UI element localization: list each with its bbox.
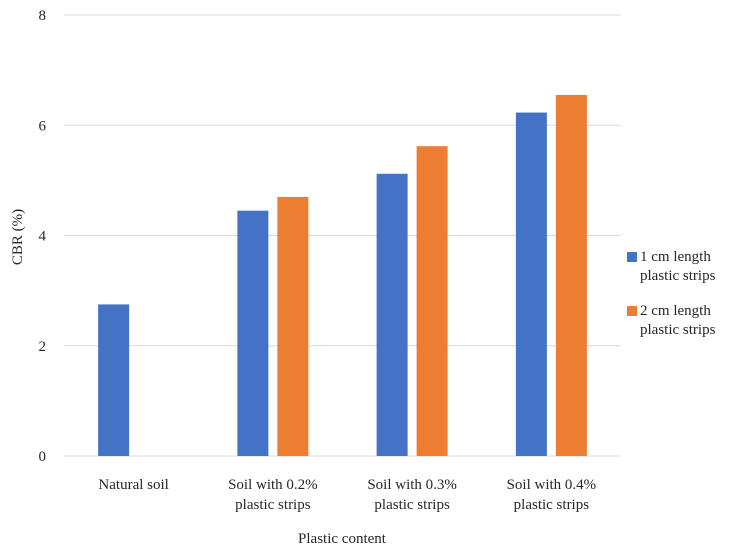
x-axis-tick-labels: Natural soil Soil with 0.2% plastic strips… <box>98 477 596 513</box>
bar-series-1-category-4 <box>515 112 547 456</box>
legend-label: plastic strips <box>640 268 716 284</box>
bar-series-1-category-3 <box>376 173 408 456</box>
x-tick-label: plastic strips <box>374 497 450 513</box>
bar-series-2-category-3 <box>416 146 448 456</box>
x-tick-label: plastic strips <box>514 497 590 513</box>
legend-label: 1 cm length <box>640 249 711 265</box>
bar-series-2-category-2 <box>277 196 309 456</box>
y-tick-label: 6 <box>39 118 47 134</box>
x-tick-label: Natural soil <box>98 477 168 493</box>
x-tick-label: plastic strips <box>235 497 311 513</box>
y-tick-label: 4 <box>39 229 47 245</box>
x-tick-label: Soil with 0.4% <box>507 477 597 493</box>
y-tick-label: 2 <box>39 339 47 355</box>
bar-series-1-category-1 <box>98 304 130 456</box>
legend-swatch <box>627 306 637 316</box>
legend-swatch <box>627 252 637 262</box>
legend: 1 cm length plastic strips 2 cm length plas… <box>627 249 716 338</box>
bars <box>98 94 587 457</box>
bar-series-1-category-2 <box>237 210 269 456</box>
legend-label: plastic strips <box>640 322 716 338</box>
y-tick-label: 8 <box>39 8 47 24</box>
x-axis-title: Plastic content <box>298 531 387 547</box>
y-tick-label: 0 <box>39 449 47 465</box>
x-tick-label: Soil with 0.3% <box>367 477 457 493</box>
y-axis-tick-labels: 0 2 4 6 8 <box>39 8 47 465</box>
legend-label: 2 cm length <box>640 303 711 319</box>
x-tick-label: Soil with 0.2% <box>228 477 318 493</box>
y-axis-title: CBR (%) <box>10 209 26 265</box>
bar-series-2-category-4 <box>555 94 587 457</box>
